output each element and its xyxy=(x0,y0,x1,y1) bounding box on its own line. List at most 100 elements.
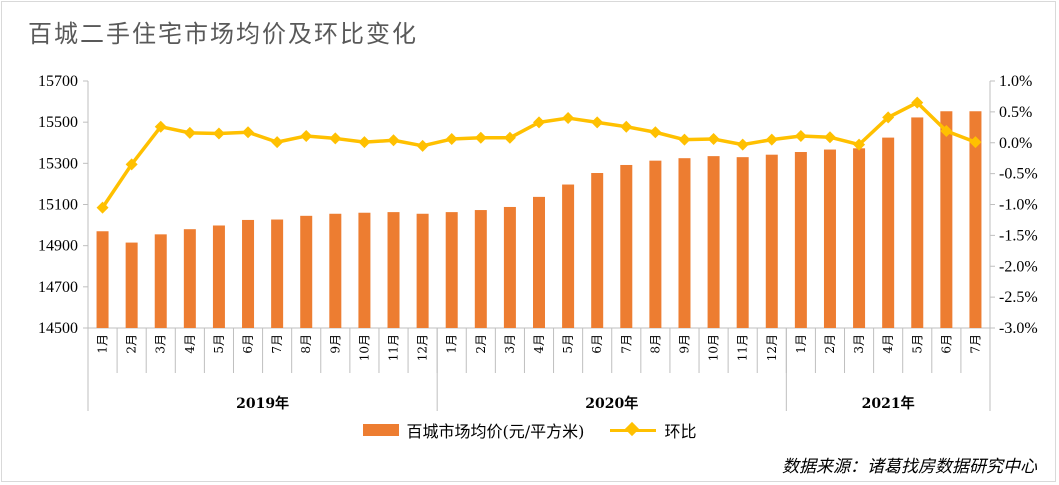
bar xyxy=(736,157,749,328)
mom-point xyxy=(183,126,196,139)
y-tick-label-right: -2.0% xyxy=(999,258,1038,275)
y-tick-label-right: -2.5% xyxy=(999,289,1038,306)
y-tick-label-right: 0.5% xyxy=(999,104,1032,121)
y-tick-label-left: 14900 xyxy=(38,238,78,255)
source-note: 数据来源：诸葛找房数据研究中心 xyxy=(782,457,1037,477)
mom-point xyxy=(503,131,516,144)
x-tick-label: 6月 xyxy=(939,334,953,354)
year-label: 2020年 xyxy=(585,395,638,412)
bar xyxy=(300,215,313,328)
bar xyxy=(794,152,807,328)
mom-point xyxy=(445,133,458,146)
x-tick-label: 6月 xyxy=(590,334,604,354)
x-tick-label: 12月 xyxy=(416,334,430,361)
x-tick-label: 2月 xyxy=(125,334,139,354)
bar xyxy=(183,229,196,328)
mom-point xyxy=(678,133,691,146)
mom-point xyxy=(474,131,487,144)
bar xyxy=(533,196,545,328)
y-tick-label-left: 15500 xyxy=(38,114,78,131)
x-tick-label: 7月 xyxy=(270,334,284,354)
legend-swatch-bar xyxy=(362,424,399,436)
bar xyxy=(678,158,691,328)
mom-point xyxy=(154,120,167,133)
y-tick-label-right: -1.5% xyxy=(999,227,1038,244)
mom-point xyxy=(882,111,895,124)
bar xyxy=(649,160,662,328)
mom-point xyxy=(271,136,284,149)
bar xyxy=(445,212,458,328)
x-tick-label: 8月 xyxy=(299,334,313,354)
legend-label-mom: 环比 xyxy=(664,422,697,441)
bar xyxy=(969,111,982,328)
bar xyxy=(853,148,866,328)
x-tick-label: 5月 xyxy=(212,334,226,354)
x-tick-label: 4月 xyxy=(183,334,197,354)
x-tick-label: 1月 xyxy=(794,334,808,354)
bar xyxy=(387,212,400,328)
year-label: 2021年 xyxy=(862,395,915,412)
bar xyxy=(242,219,255,328)
y-tick-label-right: -1.0% xyxy=(999,197,1038,214)
mom-point xyxy=(969,136,982,149)
x-tick-label: 10月 xyxy=(707,334,721,361)
x-tick-label: 2月 xyxy=(474,334,488,354)
mom-point xyxy=(736,138,749,151)
mom-point xyxy=(242,126,255,139)
y-tick-label-left: 14700 xyxy=(38,279,78,296)
bar xyxy=(96,231,109,328)
mom-point xyxy=(300,129,313,142)
mom-point xyxy=(940,125,953,138)
bar xyxy=(620,164,633,328)
legend: 百城市场均价(元/平方米) 环比 xyxy=(0,418,1059,442)
year-label: 2019年 xyxy=(236,395,289,412)
legend-item-mom: 环比 xyxy=(610,418,696,442)
x-tick-label: 11月 xyxy=(736,334,750,361)
x-tick-label: 9月 xyxy=(677,334,691,354)
x-tick-label: 10月 xyxy=(357,334,371,361)
bar xyxy=(882,137,895,328)
x-tick-label: 9月 xyxy=(328,334,342,354)
x-tick-label: 5月 xyxy=(561,334,575,354)
y-tick-label-right: 1.0% xyxy=(999,73,1032,90)
mom-point xyxy=(794,129,807,142)
mom-point xyxy=(823,131,836,144)
x-tick-label: 5月 xyxy=(910,334,924,354)
y-tick-label-right: -3.0% xyxy=(999,320,1038,337)
mom-point xyxy=(591,116,604,129)
y-tick-label-right: 0.0% xyxy=(999,135,1032,152)
x-tick-label: 7月 xyxy=(968,334,982,354)
x-tick-label: 2月 xyxy=(823,334,837,354)
y-tick-label-left: 15700 xyxy=(38,73,78,90)
mom-point xyxy=(96,201,109,214)
bar xyxy=(416,213,429,328)
mom-point xyxy=(212,127,225,140)
mom-point xyxy=(562,112,575,125)
legend-item-price: 百城市场均价(元/平方米) xyxy=(362,418,585,442)
x-tick-label: 1月 xyxy=(96,334,110,354)
y-tick-label-left: 15100 xyxy=(38,197,78,214)
mom-point xyxy=(329,132,342,145)
mom-point xyxy=(358,136,371,149)
x-tick-label: 4月 xyxy=(881,334,895,354)
bar xyxy=(503,206,516,328)
mom-point xyxy=(620,120,633,133)
x-tick-label: 3月 xyxy=(852,334,866,354)
mom-point xyxy=(416,139,429,152)
x-tick-label: 11月 xyxy=(387,334,401,361)
bar xyxy=(474,210,487,328)
bar xyxy=(940,111,953,328)
x-tick-label: 6月 xyxy=(241,334,255,354)
mom-point xyxy=(853,138,866,151)
legend-label-price: 百城市场均价(元/平方米) xyxy=(406,422,585,441)
mom-point xyxy=(649,126,662,139)
y-tick-label-left: 15300 xyxy=(38,155,78,172)
bar xyxy=(154,234,167,328)
mom-point xyxy=(125,158,138,171)
x-tick-label: 1月 xyxy=(445,334,459,354)
bar xyxy=(911,117,924,329)
x-tick-label: 3月 xyxy=(503,334,517,354)
x-tick-label: 8月 xyxy=(648,334,662,354)
